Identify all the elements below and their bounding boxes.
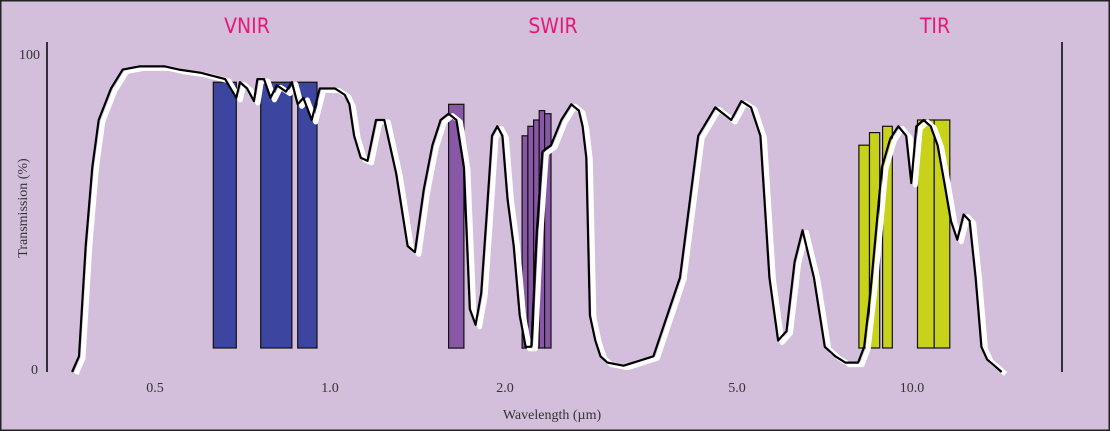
y-tick-label-0: 0 bbox=[31, 363, 38, 378]
transmission-curve-line bbox=[71, 65, 1003, 373]
transmission-curve bbox=[71, 65, 1008, 376]
x-tick-label-5.0: 5.0 bbox=[728, 381, 746, 396]
band-vnir-3 bbox=[297, 81, 318, 349]
region-label-tir: TIR bbox=[919, 14, 950, 38]
x-tick-label-2.0: 2.0 bbox=[496, 381, 514, 396]
x-axis-title: Wavelength (µm) bbox=[503, 408, 602, 423]
band-swir-9 bbox=[543, 113, 552, 349]
band-vnir-1 bbox=[212, 81, 237, 349]
band-tir-12 bbox=[881, 125, 893, 349]
y-tick-label-100: 100 bbox=[19, 48, 40, 63]
band-vnir-2 bbox=[260, 81, 293, 349]
region-label-swir: SWIR bbox=[528, 14, 577, 38]
x-tick-label-10.0: 10.0 bbox=[900, 381, 925, 396]
transmission-curve-shadow bbox=[73, 65, 1008, 376]
region-label-vnir: VNIR bbox=[224, 14, 270, 38]
y-axis-title: Transmission (%) bbox=[16, 158, 31, 258]
x-tick-label-1.0: 1.0 bbox=[321, 381, 339, 396]
x-tick-label-0.5: 0.5 bbox=[146, 381, 164, 396]
band-swir-4 bbox=[448, 103, 465, 349]
